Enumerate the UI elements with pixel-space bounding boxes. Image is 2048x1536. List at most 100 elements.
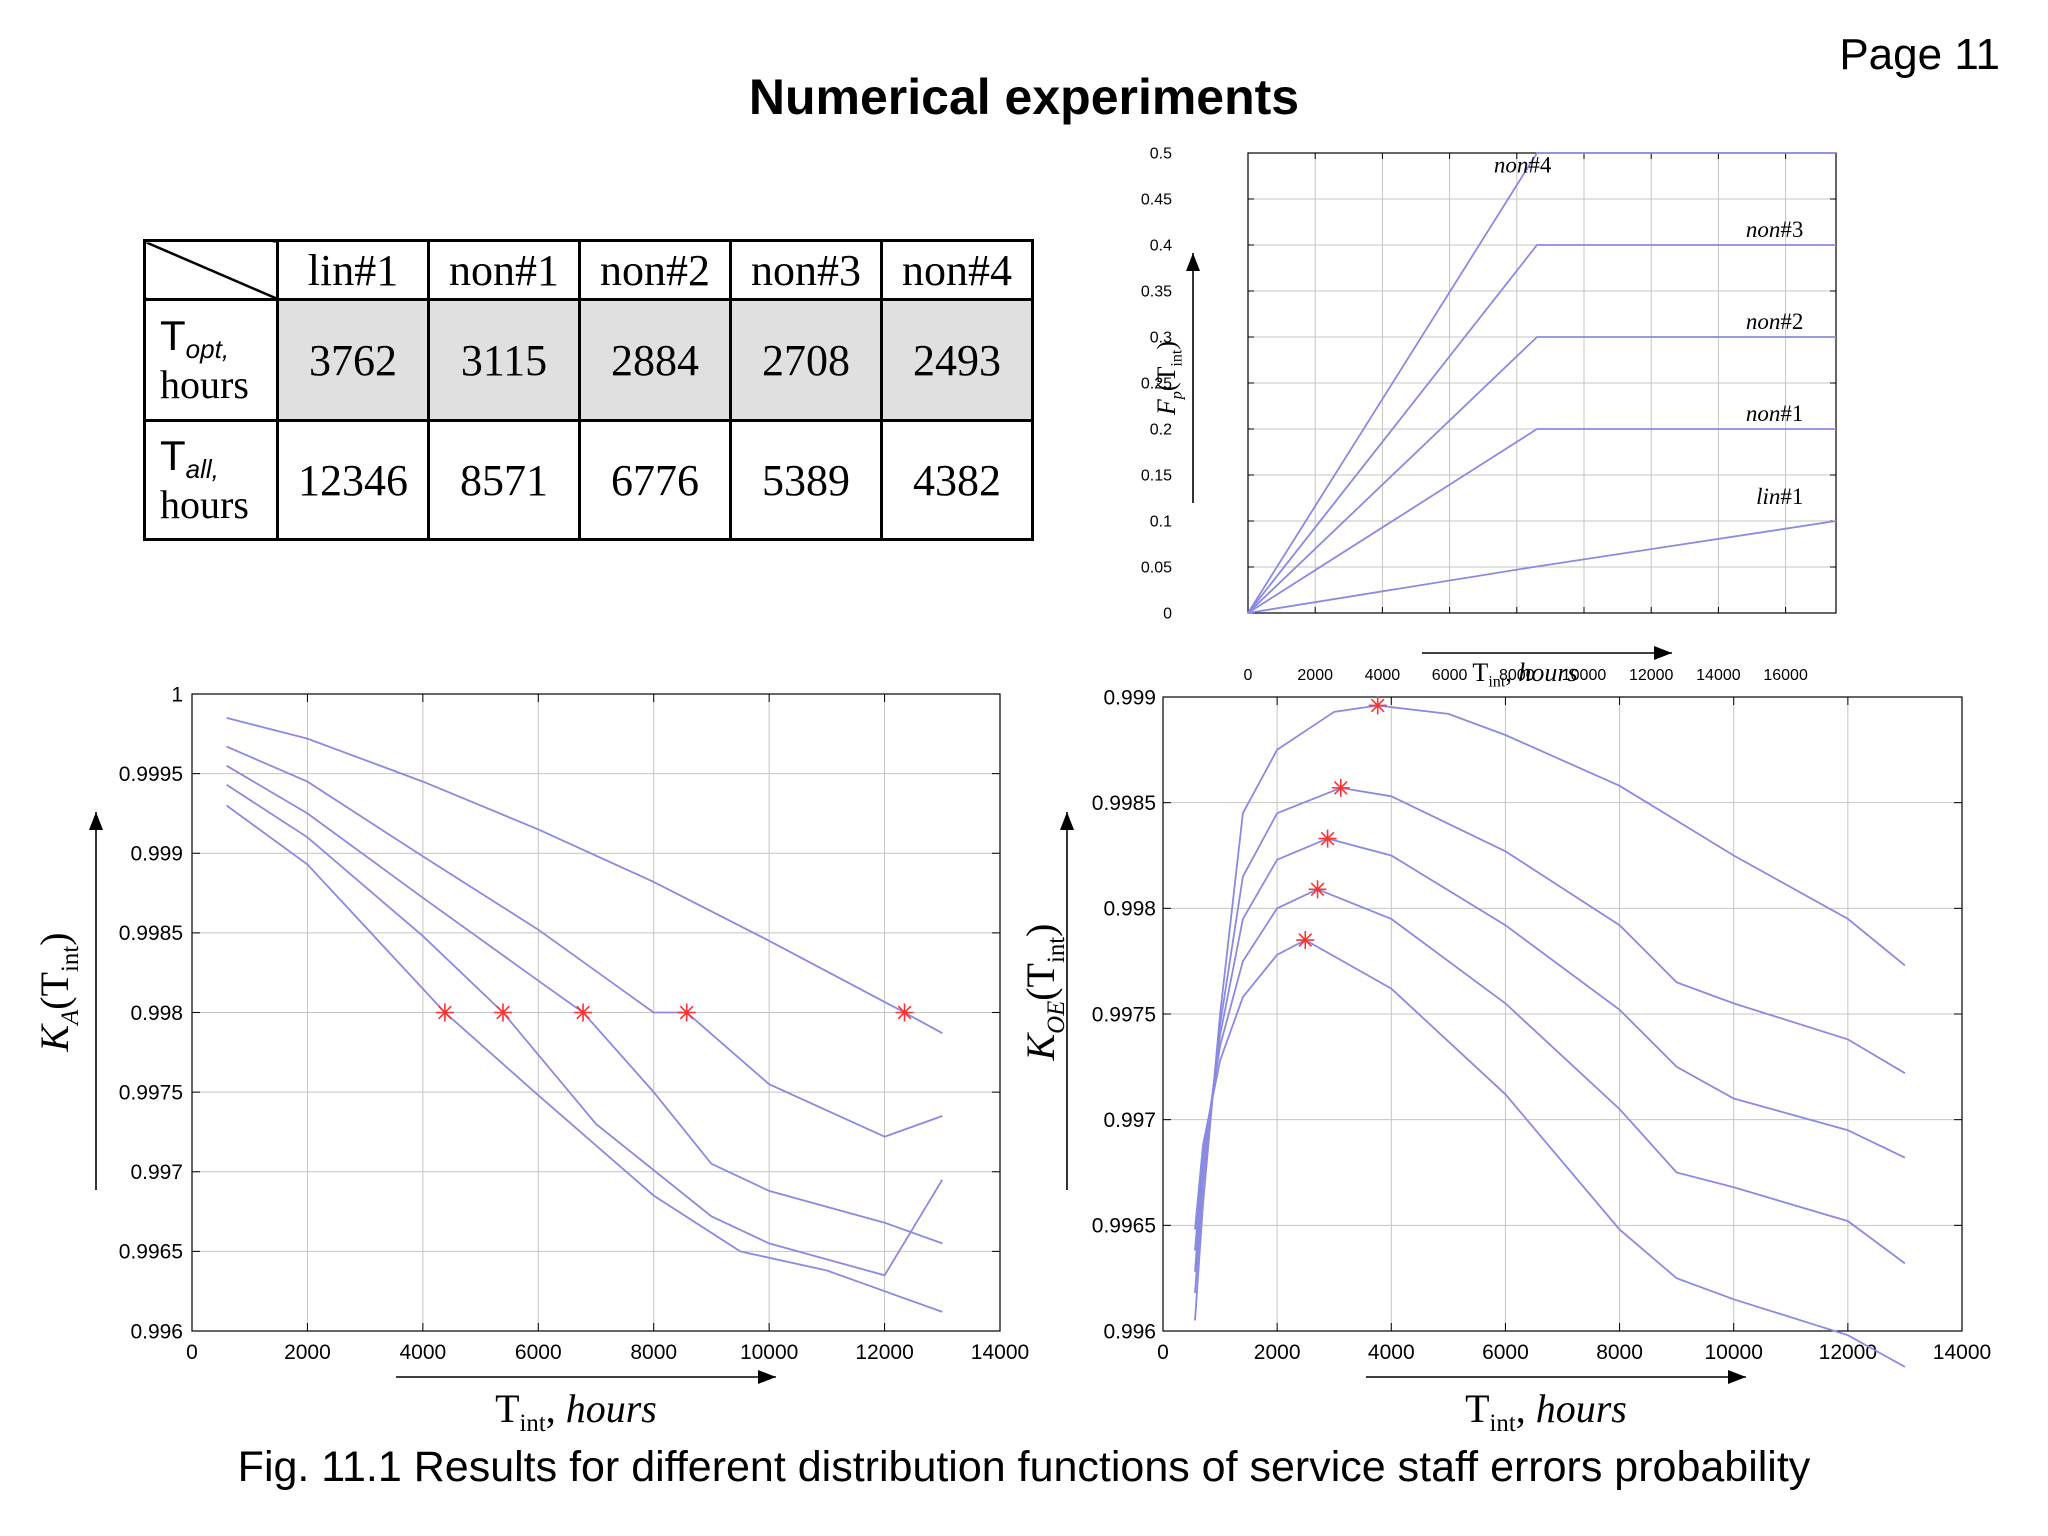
x-tick-label: 10000 bbox=[1562, 667, 1607, 684]
y-axis-label-main: K bbox=[1018, 1032, 1063, 1062]
marker-stroke bbox=[1310, 882, 1325, 897]
y-axis-label-paren: (T bbox=[1018, 963, 1063, 1001]
column-header: non#3 bbox=[729, 239, 883, 301]
y-axis-arrowhead bbox=[1060, 812, 1074, 830]
marker-stroke bbox=[1333, 781, 1348, 795]
series-line bbox=[1247, 520, 1837, 614]
table-cell: 3762 bbox=[276, 298, 430, 422]
marker-stroke bbox=[1298, 933, 1313, 947]
table-cell: 12346 bbox=[276, 419, 430, 541]
x-axis-label-unit: hours bbox=[566, 1386, 657, 1431]
x-axis-arrowhead bbox=[1728, 1370, 1746, 1384]
plot-frame bbox=[1162, 696, 1963, 1332]
series-label-number: #2 bbox=[1780, 309, 1803, 334]
y-axis-label: KOE(Tint) bbox=[1018, 923, 1070, 1061]
y-axis-label-close: ) bbox=[32, 932, 77, 945]
row-symbol: T bbox=[160, 311, 186, 359]
page-number: Page 11 bbox=[1839, 30, 2000, 79]
chart-ka: 0 2000 4000 6000 8000 10000 12000 14000 0.996 0.9… bbox=[32, 683, 1029, 1436]
x-tick-label: 0 bbox=[186, 1341, 198, 1364]
y-axis-label-close: ) bbox=[1152, 341, 1181, 350]
row-subscript: opt bbox=[185, 333, 222, 364]
x-tick-label: 14000 bbox=[1933, 1341, 1991, 1364]
column-header: non#1 bbox=[427, 239, 581, 301]
optimum-marker bbox=[494, 1003, 513, 1022]
y-tick-label: 0.996 bbox=[130, 1320, 183, 1343]
x-axis-label-unit: hours bbox=[1536, 1386, 1627, 1431]
series-label: non#3 bbox=[1746, 217, 1804, 242]
table-cell: 2708 bbox=[729, 298, 883, 422]
y-tick-label: 0.9965 bbox=[1092, 1215, 1156, 1238]
x-axis-label-sub: int bbox=[520, 1410, 546, 1437]
marker-stroke bbox=[897, 1005, 912, 1020]
table-cell: 2493 bbox=[880, 298, 1034, 422]
series-label-number: #4 bbox=[1528, 153, 1552, 178]
series-label: lin#1 bbox=[1756, 484, 1803, 509]
x-tick-label: 2000 bbox=[1297, 667, 1333, 684]
x-axis-label-sub: int bbox=[1490, 1410, 1516, 1437]
series-line bbox=[226, 764, 943, 1245]
y-axis-arrowhead bbox=[1186, 253, 1200, 271]
y-tick-label: 0.5 bbox=[1150, 146, 1172, 163]
x-axis-label: Tint, hours bbox=[495, 1386, 657, 1437]
optimum-marker bbox=[574, 1003, 593, 1022]
y-axis-label-main: K bbox=[32, 1023, 77, 1053]
x-tick-label: 2000 bbox=[284, 1341, 331, 1364]
optimum-marker bbox=[677, 1003, 696, 1022]
series-label-number: #3 bbox=[1780, 217, 1803, 242]
x-axis-label-comma: , bbox=[546, 1386, 566, 1431]
x-tick-label: 0 bbox=[1157, 1341, 1169, 1364]
table-cell: 3115 bbox=[427, 298, 581, 422]
results-table: lin#1 non#1 non#2 non#3 non#4 Topt, hour… bbox=[143, 239, 1034, 541]
x-axis-label-main: T bbox=[495, 1386, 519, 1431]
series-line bbox=[226, 717, 943, 1034]
y-tick-label: 0.998 bbox=[130, 1002, 183, 1025]
marker-stroke bbox=[1370, 698, 1385, 713]
table-cell: 6776 bbox=[578, 419, 732, 541]
y-axis-arrowhead bbox=[89, 812, 103, 830]
x-tick-label: 14000 bbox=[1696, 667, 1741, 684]
table-header-row: lin#1 non#1 non#2 non#3 non#4 bbox=[143, 239, 1034, 301]
series-label-name: non bbox=[1746, 217, 1781, 242]
series-label-name: lin bbox=[1756, 484, 1780, 509]
x-axis-label-main: T bbox=[1472, 658, 1488, 687]
y-tick-label: 0.997 bbox=[1103, 1109, 1156, 1132]
x-tick-label: 12000 bbox=[1629, 667, 1674, 684]
y-axis-label-sub: int bbox=[1169, 349, 1186, 367]
x-tick-label: 12000 bbox=[1819, 1341, 1877, 1364]
x-tick-label: 4000 bbox=[1368, 1341, 1415, 1364]
slide-title: Numerical experiments bbox=[748, 69, 1300, 125]
series-line bbox=[1247, 152, 1836, 614]
optimum-marker bbox=[895, 1003, 914, 1022]
table-cell: 5389 bbox=[729, 419, 883, 541]
marker-stroke bbox=[438, 1005, 452, 1020]
x-tick-label: 10000 bbox=[1705, 1341, 1763, 1364]
y-tick-label: 0.45 bbox=[1141, 192, 1172, 209]
optimum-marker bbox=[1331, 778, 1350, 797]
y-tick-label: 0.9985 bbox=[119, 922, 183, 945]
optimum-marker bbox=[1308, 880, 1327, 899]
y-tick-label: 0.997 bbox=[130, 1161, 183, 1184]
table-corner-cell bbox=[143, 239, 279, 301]
x-axis-label-unit: hours bbox=[1518, 658, 1577, 687]
column-header: non#4 bbox=[880, 239, 1034, 301]
y-tick-label: 0.15 bbox=[1141, 468, 1172, 485]
y-axis-label: KA(Tint) bbox=[32, 932, 84, 1052]
y-tick-label: 0 bbox=[1163, 606, 1172, 623]
series-line bbox=[226, 745, 943, 1138]
x-tick-label: 14000 bbox=[971, 1341, 1029, 1364]
marker-stroke bbox=[496, 1005, 510, 1020]
marker-stroke bbox=[1320, 831, 1335, 846]
series-line bbox=[1247, 336, 1836, 614]
y-axis-label-sub: int bbox=[57, 946, 84, 972]
series-label-number: #1 bbox=[1780, 401, 1803, 426]
y-tick-label: 0.2 bbox=[1150, 422, 1172, 439]
x-tick-label: 8000 bbox=[1596, 1341, 1643, 1364]
row-unit: hours bbox=[160, 482, 249, 528]
x-axis-label-comma: , bbox=[1516, 1386, 1536, 1431]
x-tick-label: 16000 bbox=[1763, 667, 1808, 684]
x-tick-label: 2000 bbox=[1254, 1341, 1301, 1364]
table-cell: 8571 bbox=[427, 419, 581, 541]
y-tick-label: 0.4 bbox=[1150, 238, 1172, 255]
